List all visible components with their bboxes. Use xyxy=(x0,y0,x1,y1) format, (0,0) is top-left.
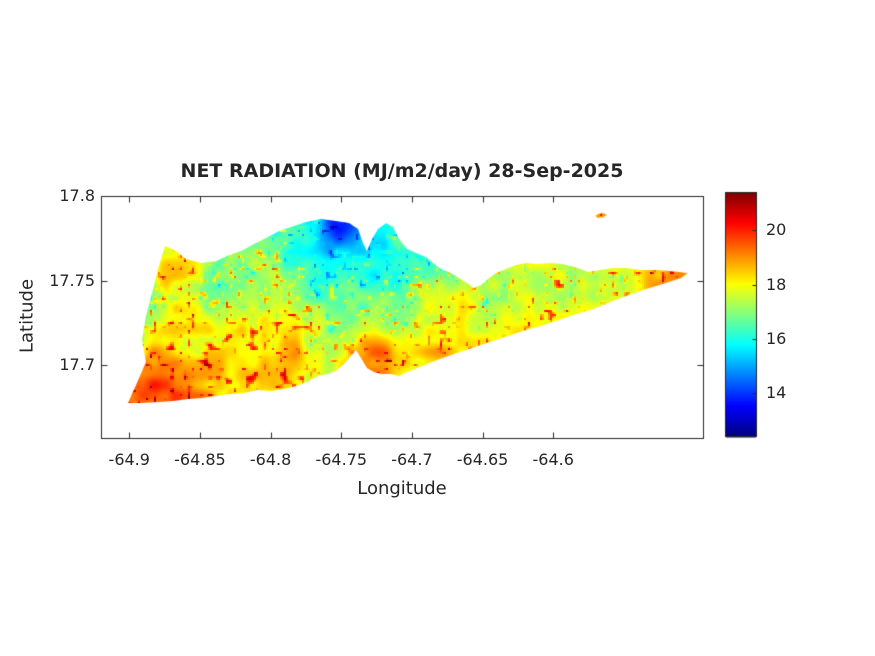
y-tick-label: 17.75 xyxy=(49,270,95,290)
y-tick-label: 17.8 xyxy=(59,186,95,205)
x-tick-label: -64.8 xyxy=(249,450,292,469)
x-tick-label: -64.75 xyxy=(315,450,368,469)
x-tick-label: -64.9 xyxy=(108,450,150,469)
x-axis-label: Longitude xyxy=(357,478,447,499)
x-tick-label: -64.6 xyxy=(532,450,574,469)
x-tick-label: -64.65 xyxy=(456,450,509,469)
colorbar-tick-label: 16 xyxy=(766,328,787,348)
colorbar-tick-label: 18 xyxy=(766,274,787,294)
x-tick-label: -64.7 xyxy=(391,450,433,469)
colorbar-tick-label: 14 xyxy=(766,383,787,403)
x-tick-label: -64.85 xyxy=(174,450,226,469)
colorbar-tick-label: 20 xyxy=(766,220,787,240)
chart-title: NET RADIATION (MJ/m2/day) 28-Sep-2025 xyxy=(180,160,624,182)
y-tick-label: 17.7 xyxy=(59,355,95,375)
